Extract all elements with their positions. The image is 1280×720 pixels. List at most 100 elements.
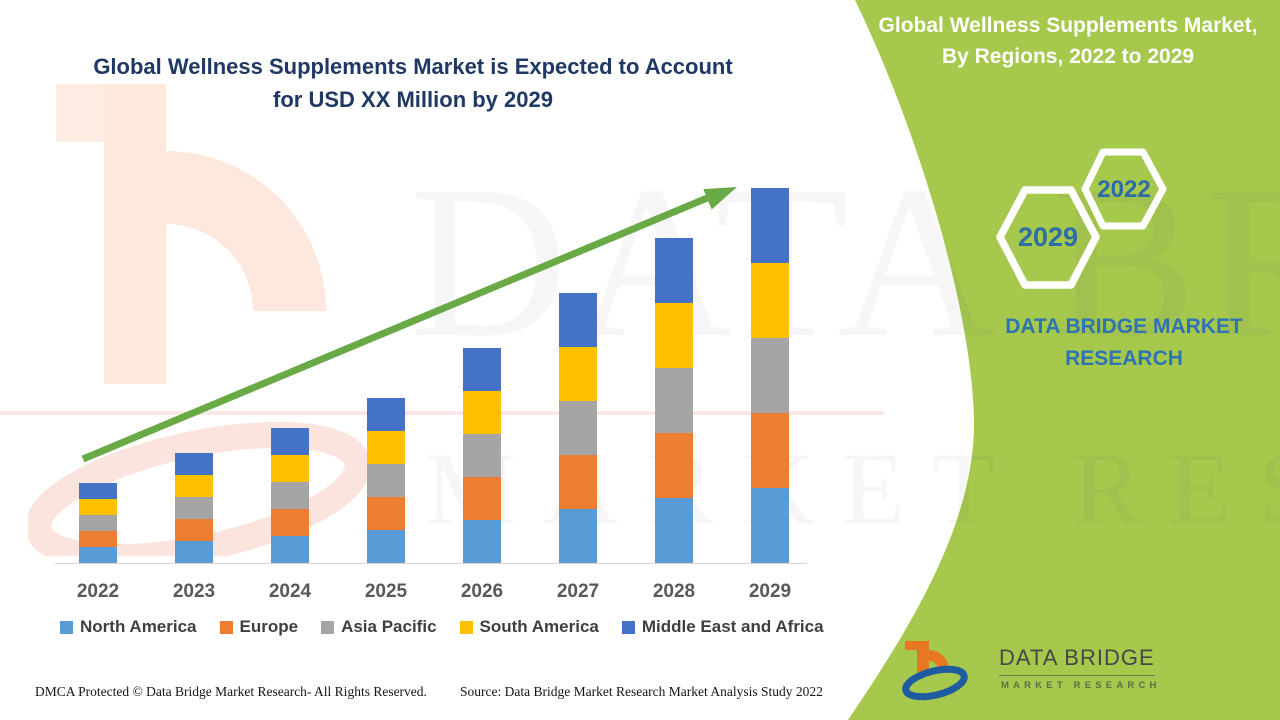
- bar-segment-south-america: [463, 391, 501, 434]
- bar-segment-middle-east-and-africa: [463, 348, 501, 391]
- bar-column-2029: 2029: [722, 188, 818, 602]
- bar-segment-north-america: [271, 536, 309, 563]
- logo-tagline: MARKET RESEARCH: [1001, 680, 1161, 691]
- bar-column-2025: 2025: [338, 398, 434, 602]
- bar-segment-north-america: [175, 541, 213, 563]
- legend-item-europe: Europe: [219, 617, 299, 637]
- bar-segment-europe: [559, 455, 597, 509]
- bar-segment-asia-pacific: [559, 401, 597, 455]
- legend-label-north-america: North America: [80, 617, 197, 636]
- bar-segment-europe: [271, 509, 309, 536]
- bar-segment-south-america: [655, 303, 693, 368]
- brand-text: DATA BRIDGE MARKET RESEARCH: [963, 311, 1280, 375]
- legend-item-south-america: South America: [459, 617, 599, 637]
- bar-segment-middle-east-and-africa: [271, 428, 309, 455]
- x-axis-label-2026: 2026: [460, 581, 504, 602]
- hexagon-2029: [996, 186, 1100, 289]
- legend-item-middle-east-and-africa: Middle East and Africa: [621, 617, 824, 637]
- side-panel-heading: Global Wellness Supplements Market, By R…: [858, 10, 1278, 72]
- stacked-bar-2027: [559, 293, 597, 563]
- bar-segment-middle-east-and-africa: [751, 188, 789, 263]
- bar-segment-asia-pacific: [79, 515, 117, 531]
- stacked-bar-2023: [175, 453, 213, 563]
- stacked-bar-2028: [655, 238, 693, 563]
- hexagon-2029-label: 2029: [1018, 222, 1078, 252]
- bar-segment-europe: [463, 477, 501, 520]
- bar-column-2027: 2027: [530, 293, 626, 602]
- legend-label-asia-pacific: Asia Pacific: [341, 617, 437, 636]
- bar-segment-north-america: [367, 530, 405, 563]
- bar-column-2028: 2028: [626, 238, 722, 602]
- hexagon-badges: 2029 2022: [996, 148, 1167, 289]
- bar-segment-south-america: [79, 499, 117, 515]
- bar-segment-south-america: [271, 455, 309, 482]
- data-bridge-logo: DATA BRIDGE MARKET RESEARCH: [895, 636, 1156, 706]
- legend-label-south-america: South America: [479, 617, 599, 636]
- bar-segment-asia-pacific: [367, 464, 405, 497]
- bar-segment-europe: [655, 433, 693, 498]
- dmca-notice: DMCA Protected © Data Bridge Market Rese…: [35, 684, 427, 699]
- bar-segment-south-america: [559, 347, 597, 401]
- bar-segment-south-america: [175, 475, 213, 497]
- legend-item-north-america: North America: [60, 617, 197, 637]
- bar-segment-middle-east-and-africa: [367, 398, 405, 431]
- x-axis-label-2025: 2025: [364, 581, 408, 602]
- legend-swatch-north-america: [60, 620, 73, 634]
- bar-column-2026: 2026: [434, 348, 530, 602]
- chart-title: Global Wellness Supplements Market is Ex…: [60, 50, 766, 116]
- bar-segment-asia-pacific: [271, 482, 309, 509]
- bar-segment-north-america: [751, 488, 789, 563]
- stacked-bar-2025: [367, 398, 405, 563]
- x-axis-label-2029: 2029: [748, 581, 792, 602]
- bar-segment-middle-east-and-africa: [655, 238, 693, 303]
- bar-segment-middle-east-and-africa: [79, 483, 117, 499]
- side-panel-heading-line1: Global Wellness Supplements Market,: [878, 14, 1258, 37]
- bar-segment-south-america: [751, 263, 789, 338]
- stacked-bar-2024: [271, 428, 309, 563]
- stacked-bar-2022: [79, 483, 117, 563]
- bar-segment-asia-pacific: [751, 338, 789, 413]
- x-axis-label-2024: 2024: [268, 581, 312, 602]
- x-axis-label-2022: 2022: [76, 581, 120, 602]
- x-axis-line: [55, 563, 807, 564]
- legend-swatch-asia-pacific: [321, 620, 335, 634]
- x-axis-label-2028: 2028: [652, 581, 696, 602]
- bar-segment-europe: [175, 519, 213, 541]
- hexagon-2022: [1081, 148, 1167, 230]
- bar-segment-europe: [79, 531, 117, 547]
- legend-item-asia-pacific: Asia Pacific: [321, 617, 437, 637]
- chart-title-line2: for USD XX Million by 2029: [273, 87, 553, 112]
- legend-swatch-middle-east-and-africa: [621, 620, 635, 634]
- bar-segment-asia-pacific: [175, 497, 213, 519]
- x-axis-label-2023: 2023: [172, 581, 216, 602]
- bar-segment-asia-pacific: [655, 368, 693, 433]
- stacked-bar-2029: [751, 188, 789, 563]
- bar-column-2023: 2023: [146, 453, 242, 602]
- data-bridge-logo-icon: [902, 641, 968, 701]
- bar-segment-north-america: [79, 547, 117, 563]
- logo-name: DATA BRIDGE: [999, 645, 1155, 676]
- bar-segment-europe: [367, 497, 405, 530]
- hexagon-2022-label: 2022: [1097, 176, 1150, 203]
- bar-segment-middle-east-and-africa: [559, 293, 597, 347]
- x-axis-label-2027: 2027: [556, 581, 600, 602]
- chart-legend: North America Europe Asia Pacific South Ame…: [60, 617, 824, 637]
- brand-text-line2: RESEARCH: [1065, 347, 1183, 370]
- legend-label-middle-east-and-africa: Middle East and Africa: [641, 617, 824, 636]
- legend-label-europe: Europe: [239, 617, 299, 636]
- brand-text-line1: DATA BRIDGE MARKET: [1005, 315, 1243, 338]
- legend-swatch-south-america: [459, 620, 473, 634]
- bar-segment-asia-pacific: [463, 434, 501, 477]
- bar-segment-north-america: [463, 520, 501, 563]
- bar-column-2022: 2022: [50, 483, 146, 602]
- bar-segment-north-america: [655, 498, 693, 563]
- legend-swatch-europe: [219, 620, 233, 634]
- stacked-bar-2026: [463, 348, 501, 563]
- side-panel-heading-line2: By Regions, 2022 to 2029: [941, 45, 1195, 68]
- bar-segment-middle-east-and-africa: [175, 453, 213, 475]
- source-note: Source: Data Bridge Market Research Mark…: [460, 684, 823, 699]
- bar-segment-north-america: [559, 509, 597, 563]
- bar-column-2024: 2024: [242, 428, 338, 602]
